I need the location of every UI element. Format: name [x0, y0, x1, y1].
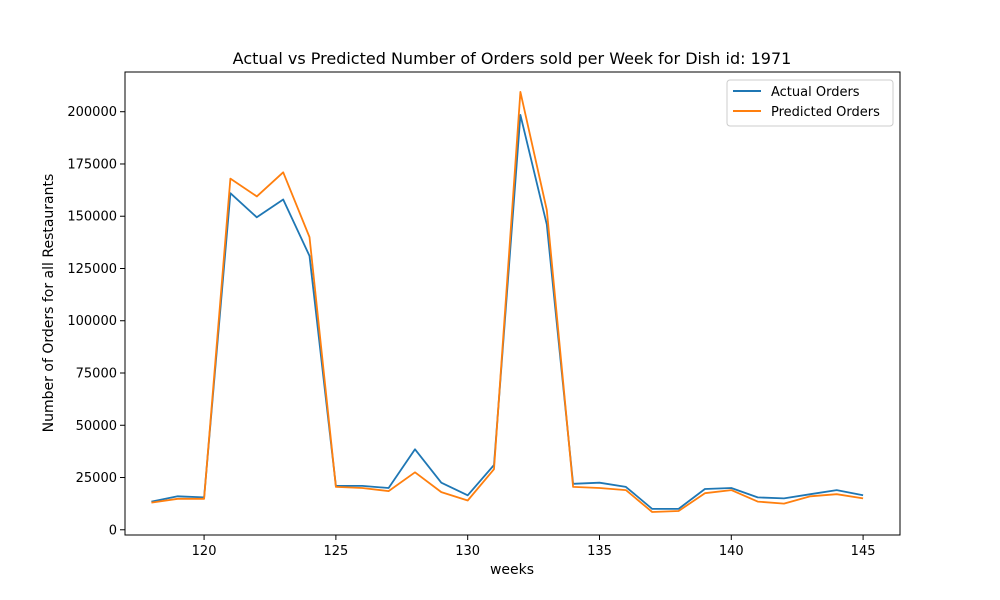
x-tick-label: 135: [587, 544, 612, 559]
chart-title: Actual vs Predicted Number of Orders sol…: [233, 49, 792, 68]
y-tick-label: 125000: [67, 262, 117, 277]
y-tick-label: 25000: [76, 471, 117, 486]
x-axis: 120 125 130 135 140 145: [192, 535, 876, 559]
series-line-predicted: [151, 91, 864, 513]
y-axis-label: Number of Orders for all Restaurants: [41, 174, 57, 433]
x-axis-label: weeks: [490, 562, 534, 578]
y-tick-label: 100000: [67, 314, 117, 329]
series-line-actual: [151, 114, 864, 510]
y-tick-label: 75000: [76, 367, 117, 382]
y-tick-label: 200000: [67, 105, 117, 120]
y-tick-label: 175000: [67, 157, 117, 172]
legend: Actual Orders Predicted Orders: [726, 79, 894, 127]
plot-area-frame: [124, 71, 901, 536]
x-tick-label: 125: [323, 544, 348, 559]
legend-label-predicted: Predicted Orders: [771, 105, 880, 120]
x-tick-label: 140: [719, 544, 744, 559]
x-tick-label: 145: [851, 544, 876, 559]
x-tick-label: 120: [192, 544, 217, 559]
legend-label-actual: Actual Orders: [771, 85, 860, 100]
legend-box: [726, 79, 894, 127]
y-axis: 0 25000 50000 75000 100000 125000 150000 175000…: [67, 105, 125, 538]
x-tick-label: 130: [455, 544, 480, 559]
series-lines: [151, 91, 864, 513]
y-tick-label: 0: [109, 523, 117, 538]
y-tick-label: 150000: [67, 210, 117, 225]
y-tick-label: 50000: [76, 419, 117, 434]
